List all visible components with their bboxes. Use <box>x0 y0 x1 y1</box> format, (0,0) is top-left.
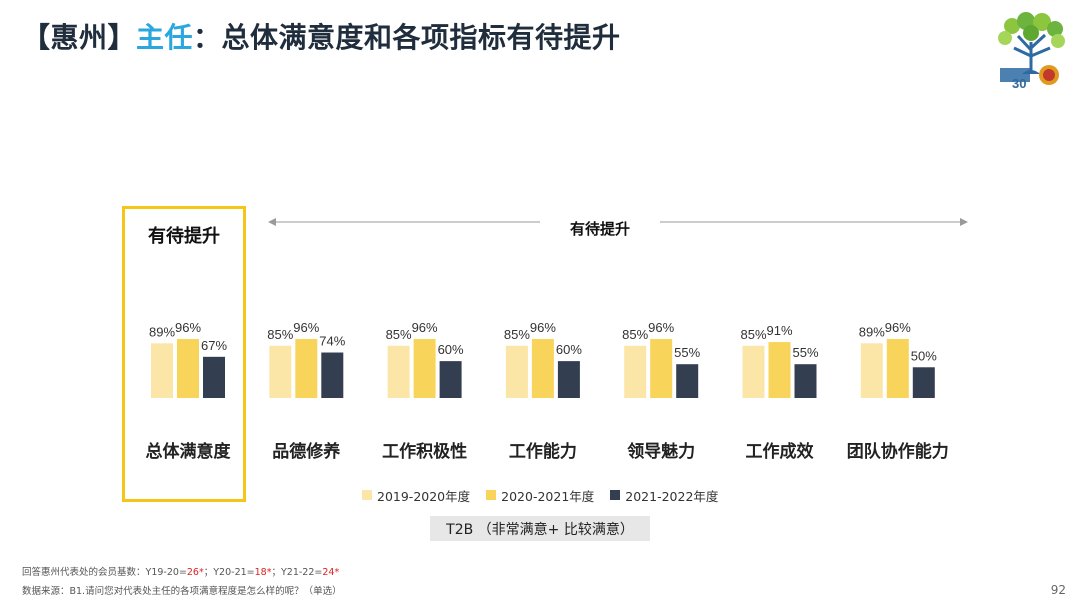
legend-item-2021: 2021-2022年度 <box>610 486 718 505</box>
bar-2021-cat-4 <box>676 364 699 398</box>
bar-2019-cat-3 <box>505 345 528 398</box>
footnote-prefix: 回答惠州代表处的会员基数： <box>22 567 146 578</box>
page-number: 92 <box>1050 583 1066 597</box>
data-label-2021-cat-2: 60% <box>438 342 464 357</box>
bar-2019-cat-4 <box>624 345 647 398</box>
bar-2021-cat-1 <box>321 352 344 398</box>
svg-text:30: 30 <box>1012 76 1026 90</box>
page-title: 【惠州】主任：总体满意度和各项指标有待提升 <box>22 16 621 56</box>
legend-item-2019: 2019-2020年度 <box>362 486 470 505</box>
title-rest: ：总体满意度和各项指标有待提升 <box>193 21 621 54</box>
arrow-right-head <box>960 218 968 226</box>
footnote-base: 回答惠州代表处的会员基数：Y19-20=26*；Y20-21=18*；Y21-2… <box>22 564 339 578</box>
category-label-5: 工作成效 <box>746 441 814 462</box>
footnote-y3-value: 24* <box>322 567 340 578</box>
data-label-2020-cat-4: 96% <box>648 320 674 335</box>
data-label-2020-cat-3: 96% <box>530 320 556 335</box>
legend-swatch-2021 <box>610 490 621 500</box>
bar-2020-cat-3 <box>531 339 554 398</box>
bar-2021-cat-6 <box>912 367 935 398</box>
footnote-sep-1: ； <box>203 567 214 578</box>
legend-label-2020: 2020-2021年度 <box>501 488 595 504</box>
footnote-y2-label: Y20-21= <box>213 567 255 578</box>
bar-2019-cat-6 <box>860 343 883 398</box>
bar-2019-cat-2 <box>387 345 410 398</box>
data-label-2020-cat-2: 96% <box>412 320 438 335</box>
category-label-1: 品德修养 <box>272 441 341 462</box>
data-label-2019-cat-3: 85% <box>504 327 530 342</box>
title-region: 【惠州】 <box>22 21 137 54</box>
bar-2021-cat-2 <box>439 361 462 398</box>
highlight-label: 有待提升 <box>148 226 220 247</box>
category-label-2: 工作积极性 <box>382 441 467 462</box>
data-label-2020-cat-1: 96% <box>293 320 319 335</box>
data-label-2021-cat-4: 55% <box>674 345 700 360</box>
legend-item-2020: 2020-2021年度 <box>486 486 594 505</box>
footnote-y1-value: 26* <box>186 567 204 578</box>
data-label-2019-cat-2: 85% <box>386 327 412 342</box>
data-label-2021-cat-3: 60% <box>556 342 582 357</box>
organization-logo: 30 <box>998 12 1065 90</box>
data-label-2019-cat-5: 85% <box>740 327 766 342</box>
data-label-2019-cat-6: 89% <box>859 324 885 339</box>
arrow-left-head <box>268 218 276 226</box>
bar-2020-cat-2 <box>413 339 436 398</box>
data-label-2020-cat-5: 91% <box>766 323 792 338</box>
bar-2020-cat-5 <box>768 342 791 398</box>
footnote-y2-value: 18* <box>254 567 272 578</box>
bar-2020-cat-4 <box>650 339 673 398</box>
category-label-6: 团队协作能力 <box>847 441 949 462</box>
legend-label-2019: 2019-2020年度 <box>377 488 471 504</box>
data-label-2020-cat-6: 96% <box>885 320 911 335</box>
footnote-y1-label: Y19-20= <box>145 567 187 578</box>
bar-2021-cat-3 <box>557 361 580 398</box>
data-label-2019-cat-1: 85% <box>267 327 293 342</box>
data-label-2019-cat-4: 85% <box>622 327 648 342</box>
legend-swatch-2019 <box>362 490 372 500</box>
category-label-4: 领导魅力 <box>627 441 695 462</box>
chart-legend: 2019-2020年度 2020-2021年度 2021-2022年度 <box>362 486 734 504</box>
data-label-2019-cat-0: 89% <box>149 324 175 339</box>
data-label-2021-cat-1: 74% <box>319 334 345 349</box>
category-label-0: 总体满意度 <box>146 441 232 462</box>
highlight-box <box>122 206 246 502</box>
legend-swatch-2020 <box>486 490 497 500</box>
bar-2020-cat-1 <box>295 339 318 398</box>
footnote-sep-2: ； <box>271 567 281 578</box>
data-label-2021-cat-5: 55% <box>792 345 818 360</box>
bar-2021-cat-0 <box>203 356 225 398</box>
arrow-label: 有待提升 <box>540 218 660 239</box>
title-role: 主任 <box>136 21 194 54</box>
bar-2019-cat-5 <box>742 345 765 398</box>
t2b-label: T2B （非常满意+ 比较满意） <box>430 516 650 541</box>
bar-2021-cat-5 <box>794 364 817 398</box>
footnote-y3-label: Y21-22= <box>280 567 323 578</box>
footnote-source: 数据来源：B1.请问您对代表处主任的各项满意程度是怎么样的呢？（单选） <box>22 586 342 597</box>
bar-2019-cat-1 <box>269 345 292 398</box>
data-label-2021-cat-0: 67% <box>201 338 227 353</box>
legend-label-2021: 2021-2022年度 <box>625 488 719 504</box>
category-label-3: 工作能力 <box>509 441 577 462</box>
bar-2020-cat-0 <box>177 339 199 398</box>
bar-2020-cat-6 <box>886 339 909 398</box>
bar-2019-cat-0 <box>151 343 173 398</box>
data-label-2021-cat-6: 50% <box>911 348 937 363</box>
data-label-2020-cat-0: 96% <box>175 320 201 335</box>
